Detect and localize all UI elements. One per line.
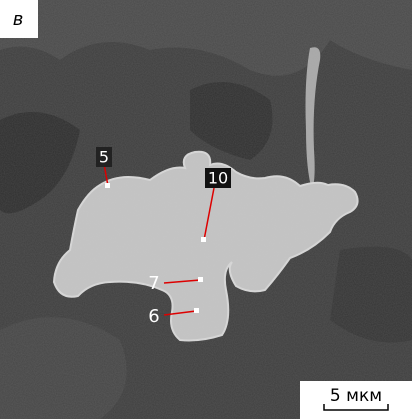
point-marker (194, 308, 199, 313)
point-label: 7 (148, 273, 159, 294)
point-marker (198, 277, 203, 282)
point-marker (105, 183, 110, 188)
micrograph: в 5 10 7 6 5 мкм (0, 0, 412, 419)
point-label: 10 (208, 169, 228, 188)
scale-bar-label: 5 мкм (330, 386, 382, 406)
point-label: 6 (148, 306, 159, 327)
point-label: 5 (99, 148, 109, 167)
point-marker (201, 237, 206, 242)
panel-label: в (13, 9, 24, 30)
texture (0, 0, 412, 419)
